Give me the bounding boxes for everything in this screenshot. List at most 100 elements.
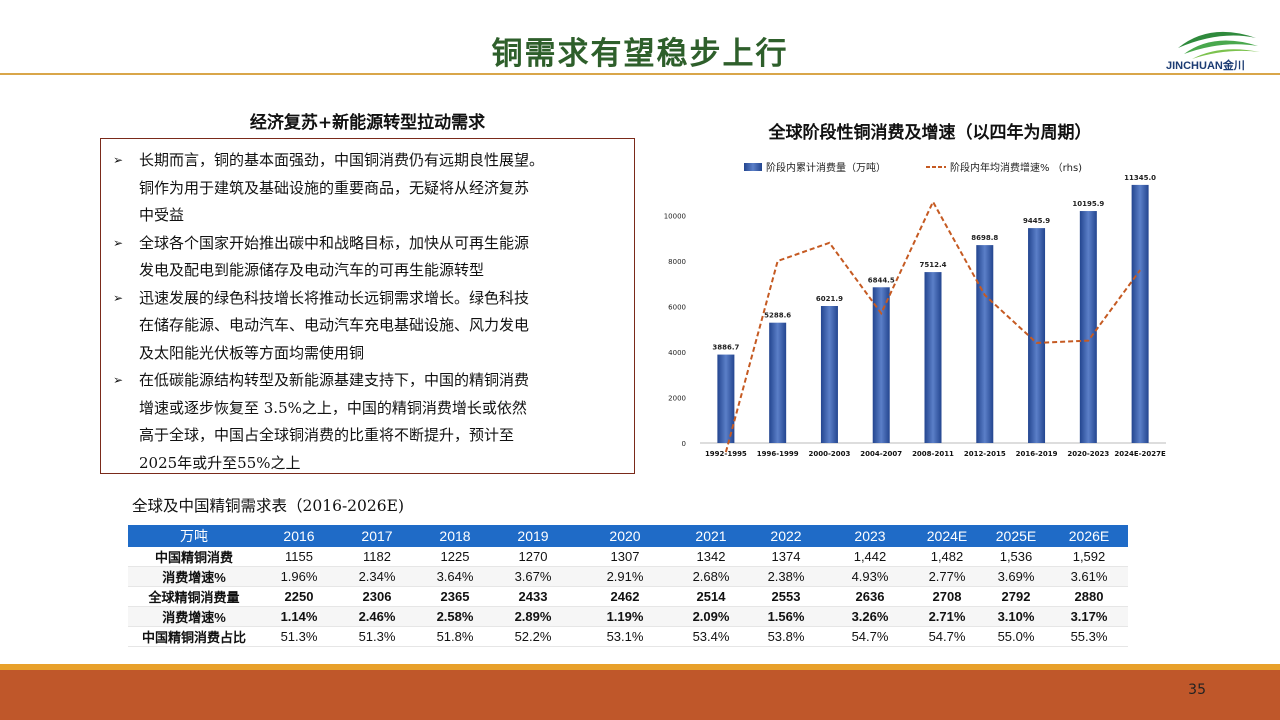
table-year-header: 2020 [572, 525, 678, 547]
page-number: 35 [1188, 682, 1206, 698]
table-cell: 3.61% [1050, 566, 1128, 587]
table-row-label: 中国精铜消费占比 [128, 626, 260, 647]
table-cell: 1.56% [744, 606, 828, 627]
bar-2020-2023 [1079, 211, 1097, 443]
x-tick-label: 1992-1995 [705, 450, 747, 458]
title-divider [0, 73, 1280, 75]
table-cell: 1155 [260, 547, 338, 567]
table-cell: 55.0% [982, 626, 1050, 647]
legend-bar-label: 阶段内累计消费量（万吨） [766, 161, 886, 174]
table-header-row: 万吨 2016 2017 2018 2019 2020 2021 2022 2023 2024E 2… [128, 525, 1128, 547]
bullet-item: ➢ 全球各个国家开始推出碳中和战略目标，加快从可再生能源 发电及配电到能源储存及电动… [113, 230, 626, 285]
table-cell: 3.67% [494, 566, 572, 587]
table-cell: 1182 [338, 547, 416, 567]
table-cell: 2.46% [338, 606, 416, 627]
table-row: 消费增速% 1.14% 2.46% 2.58% 2.89% 1.19% 2.09% 1.56%… [128, 606, 1128, 627]
growth-rate-line [724, 199, 1141, 453]
legend-line-label: 阶段内年均消费增速% （rhs) [950, 161, 1082, 174]
legend-bar-swatch [744, 163, 762, 171]
table-year-header: 2016 [260, 525, 338, 547]
table-cell: 1.96% [260, 566, 338, 587]
consumption-chart: 阶段内累计消费量（万吨） 阶段内年均消费增速% （rhs) 0 2000 4000 600… [664, 161, 1166, 458]
y-tick-label: 2000 [668, 395, 686, 403]
table-cell: 2433 [494, 586, 572, 607]
table-cell: 2553 [744, 586, 828, 607]
bar-value-label: 5288.6 [764, 312, 791, 320]
table-title: 全球及中国精铜需求表（2016-2026E) [132, 497, 404, 515]
table-year-header: 2018 [416, 525, 494, 547]
table-year-header: 2019 [494, 525, 572, 547]
table-cell: 3.17% [1050, 606, 1128, 627]
table-cell: 2.91% [572, 566, 678, 587]
bar-1992-1995 [717, 354, 735, 443]
bar-2024E-2027E [1131, 184, 1149, 443]
table-cell: 2792 [982, 586, 1050, 607]
bullet-line: 铜作为用于建筑及基础设施的重要商品，无疑将从经济复苏 [139, 178, 530, 197]
demand-table: 万吨 2016 2017 2018 2019 2020 2021 2022 2023 2024E 2… [128, 525, 1128, 647]
table-cell: 1342 [678, 547, 744, 567]
arrow-bullet-icon: ➢ [113, 235, 124, 250]
bar-2012-2015 [976, 245, 994, 443]
table-cell: 2250 [260, 586, 338, 607]
table-cell: 53.4% [678, 626, 744, 647]
table-cell: 2.38% [744, 566, 828, 587]
bullet-item: ➢ 长期而言，铜的基本面强劲，中国铜消费仍有远期良性展望。 铜作为用于建筑及基础设施… [113, 147, 626, 230]
table-year-header: 2022 [744, 525, 828, 547]
table-cell: 4.93% [828, 566, 912, 587]
table-cell: 51.3% [260, 626, 338, 647]
table-cell: 2.77% [912, 566, 982, 587]
bullet-box: ➢ 长期而言，铜的基本面强劲，中国铜消费仍有远期良性展望。 铜作为用于建筑及基础设施… [100, 138, 635, 474]
table-cell: 3.64% [416, 566, 494, 587]
table-row-label: 中国精铜消费 [128, 547, 260, 567]
table-cell: 2880 [1050, 586, 1128, 607]
left-heading: 经济复苏+新能源转型拉动需求 [249, 113, 486, 133]
table-cell: 1307 [572, 547, 678, 567]
table-row-label: 全球精铜消费量 [128, 586, 260, 607]
table-row-label: 消费增速% [128, 606, 260, 627]
table-cell: 54.7% [828, 626, 912, 647]
table-cell: 52.2% [494, 626, 572, 647]
table-cell: 2.68% [678, 566, 744, 587]
table-year-header: 2026E [1050, 525, 1128, 547]
bar-value-label: 11345.0 [1124, 174, 1156, 182]
y-tick-label: 8000 [668, 258, 686, 266]
table-cell: 3.69% [982, 566, 1050, 587]
x-tick-label: 2004-2007 [860, 450, 902, 458]
arrow-bullet-icon: ➢ [113, 153, 124, 167]
bullet-line: 2025年或升至55%之上 [139, 453, 301, 472]
table-cell: 1,442 [828, 547, 912, 567]
table-row-label: 消费增速% [128, 566, 260, 587]
bullet-line: 中受益 [139, 206, 185, 224]
bullet-line: 全球各个国家开始推出碳中和战略目标，加快从可再生能源 [139, 233, 530, 252]
table-cell: 3.10% [982, 606, 1050, 627]
table-cell: 1,592 [1050, 547, 1128, 567]
table-cell: 1225 [416, 547, 494, 567]
x-tick-label: 2020-2023 [1067, 450, 1109, 458]
jinchuan-logo-icon [1178, 31, 1260, 59]
bullet-line: 迅速发展的绿色科技增长将推动长远铜需求增长。绿色科技 [139, 288, 530, 307]
bar-value-label: 8698.8 [971, 234, 998, 242]
bullet-item: ➢ 在低碳能源结构转型及新能源基建支持下，中国的精铜消费 增速或逐步恢复至 3.5%… [113, 367, 626, 477]
table-cell: 1374 [744, 547, 828, 567]
bar-value-label: 10195.9 [1072, 200, 1104, 208]
table-cell: 1.19% [572, 606, 678, 627]
bar-value-label: 6844.5 [868, 276, 895, 284]
table-cell: 1,482 [912, 547, 982, 567]
bar-2004-2007 [872, 287, 890, 443]
table-row: 中国精铜消费 1155 1182 1225 1270 1307 1342 1374 1,442 1… [128, 547, 1128, 567]
x-tick-label: 2024E-2027E [1114, 450, 1166, 458]
y-tick-label: 0 [682, 440, 686, 448]
table-cell: 2.34% [338, 566, 416, 587]
y-tick-label: 4000 [668, 349, 686, 357]
table-cell: 2514 [678, 586, 744, 607]
bullet-item: ➢ 迅速发展的绿色科技增长将推动长远铜需求增长。绿色科技 在储存能源、电动汽车、电动… [113, 285, 626, 368]
table-cell: 51.3% [338, 626, 416, 647]
table-cell: 54.7% [912, 626, 982, 647]
table-cell: 53.1% [572, 626, 678, 647]
table-year-header: 2025E [982, 525, 1050, 547]
page-title: 铜需求有望稳步上行 [491, 36, 789, 72]
table-cell: 2708 [912, 586, 982, 607]
table-cell: 2.71% [912, 606, 982, 627]
x-tick-label: 2000-2003 [809, 450, 851, 458]
table-cell: 1,536 [982, 547, 1050, 567]
